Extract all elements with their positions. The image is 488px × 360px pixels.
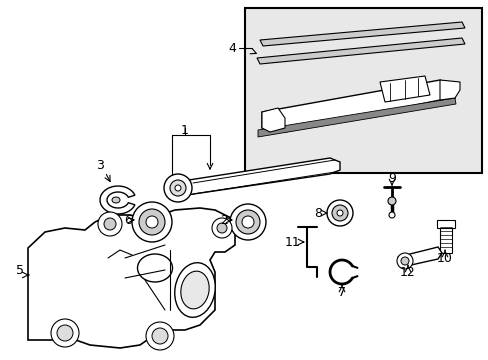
Text: 6: 6 <box>124 213 132 226</box>
Ellipse shape <box>112 197 120 203</box>
Circle shape <box>326 200 352 226</box>
Polygon shape <box>257 38 464 64</box>
Circle shape <box>132 202 172 242</box>
Text: 7: 7 <box>337 285 346 298</box>
Polygon shape <box>258 98 455 137</box>
Circle shape <box>236 210 260 234</box>
Polygon shape <box>260 22 464 46</box>
Circle shape <box>336 210 342 216</box>
Polygon shape <box>397 247 441 267</box>
Circle shape <box>242 216 253 228</box>
Ellipse shape <box>174 263 215 317</box>
Text: 10: 10 <box>436 252 452 265</box>
Bar <box>439 225 451 253</box>
Text: 5: 5 <box>16 264 24 276</box>
Circle shape <box>146 216 158 228</box>
Circle shape <box>400 257 408 265</box>
Circle shape <box>388 212 394 218</box>
Ellipse shape <box>181 271 209 309</box>
Bar <box>436 220 454 228</box>
Circle shape <box>229 204 265 240</box>
Text: 9: 9 <box>387 171 395 185</box>
Polygon shape <box>100 186 135 214</box>
Ellipse shape <box>137 254 172 282</box>
Text: 4: 4 <box>228 41 236 54</box>
Polygon shape <box>262 80 454 132</box>
Polygon shape <box>439 80 459 100</box>
Circle shape <box>51 319 79 347</box>
Circle shape <box>170 180 185 196</box>
Circle shape <box>217 223 226 233</box>
Circle shape <box>152 328 168 344</box>
Circle shape <box>387 197 395 205</box>
Circle shape <box>57 325 73 341</box>
Circle shape <box>163 174 192 202</box>
Polygon shape <box>379 76 429 102</box>
Text: 1: 1 <box>181 123 188 136</box>
Circle shape <box>396 253 412 269</box>
Circle shape <box>212 218 231 238</box>
Circle shape <box>139 209 164 235</box>
Bar <box>244 8 481 173</box>
Circle shape <box>175 185 181 191</box>
Circle shape <box>98 212 122 236</box>
Polygon shape <box>262 108 285 132</box>
Text: 2: 2 <box>220 213 227 226</box>
Text: 3: 3 <box>96 158 104 171</box>
Text: 8: 8 <box>313 207 321 220</box>
Circle shape <box>146 322 174 350</box>
Polygon shape <box>28 208 235 348</box>
Polygon shape <box>172 158 339 196</box>
Circle shape <box>331 205 347 221</box>
Text: 11: 11 <box>285 235 300 248</box>
Circle shape <box>104 218 116 230</box>
Text: 12: 12 <box>399 266 415 279</box>
